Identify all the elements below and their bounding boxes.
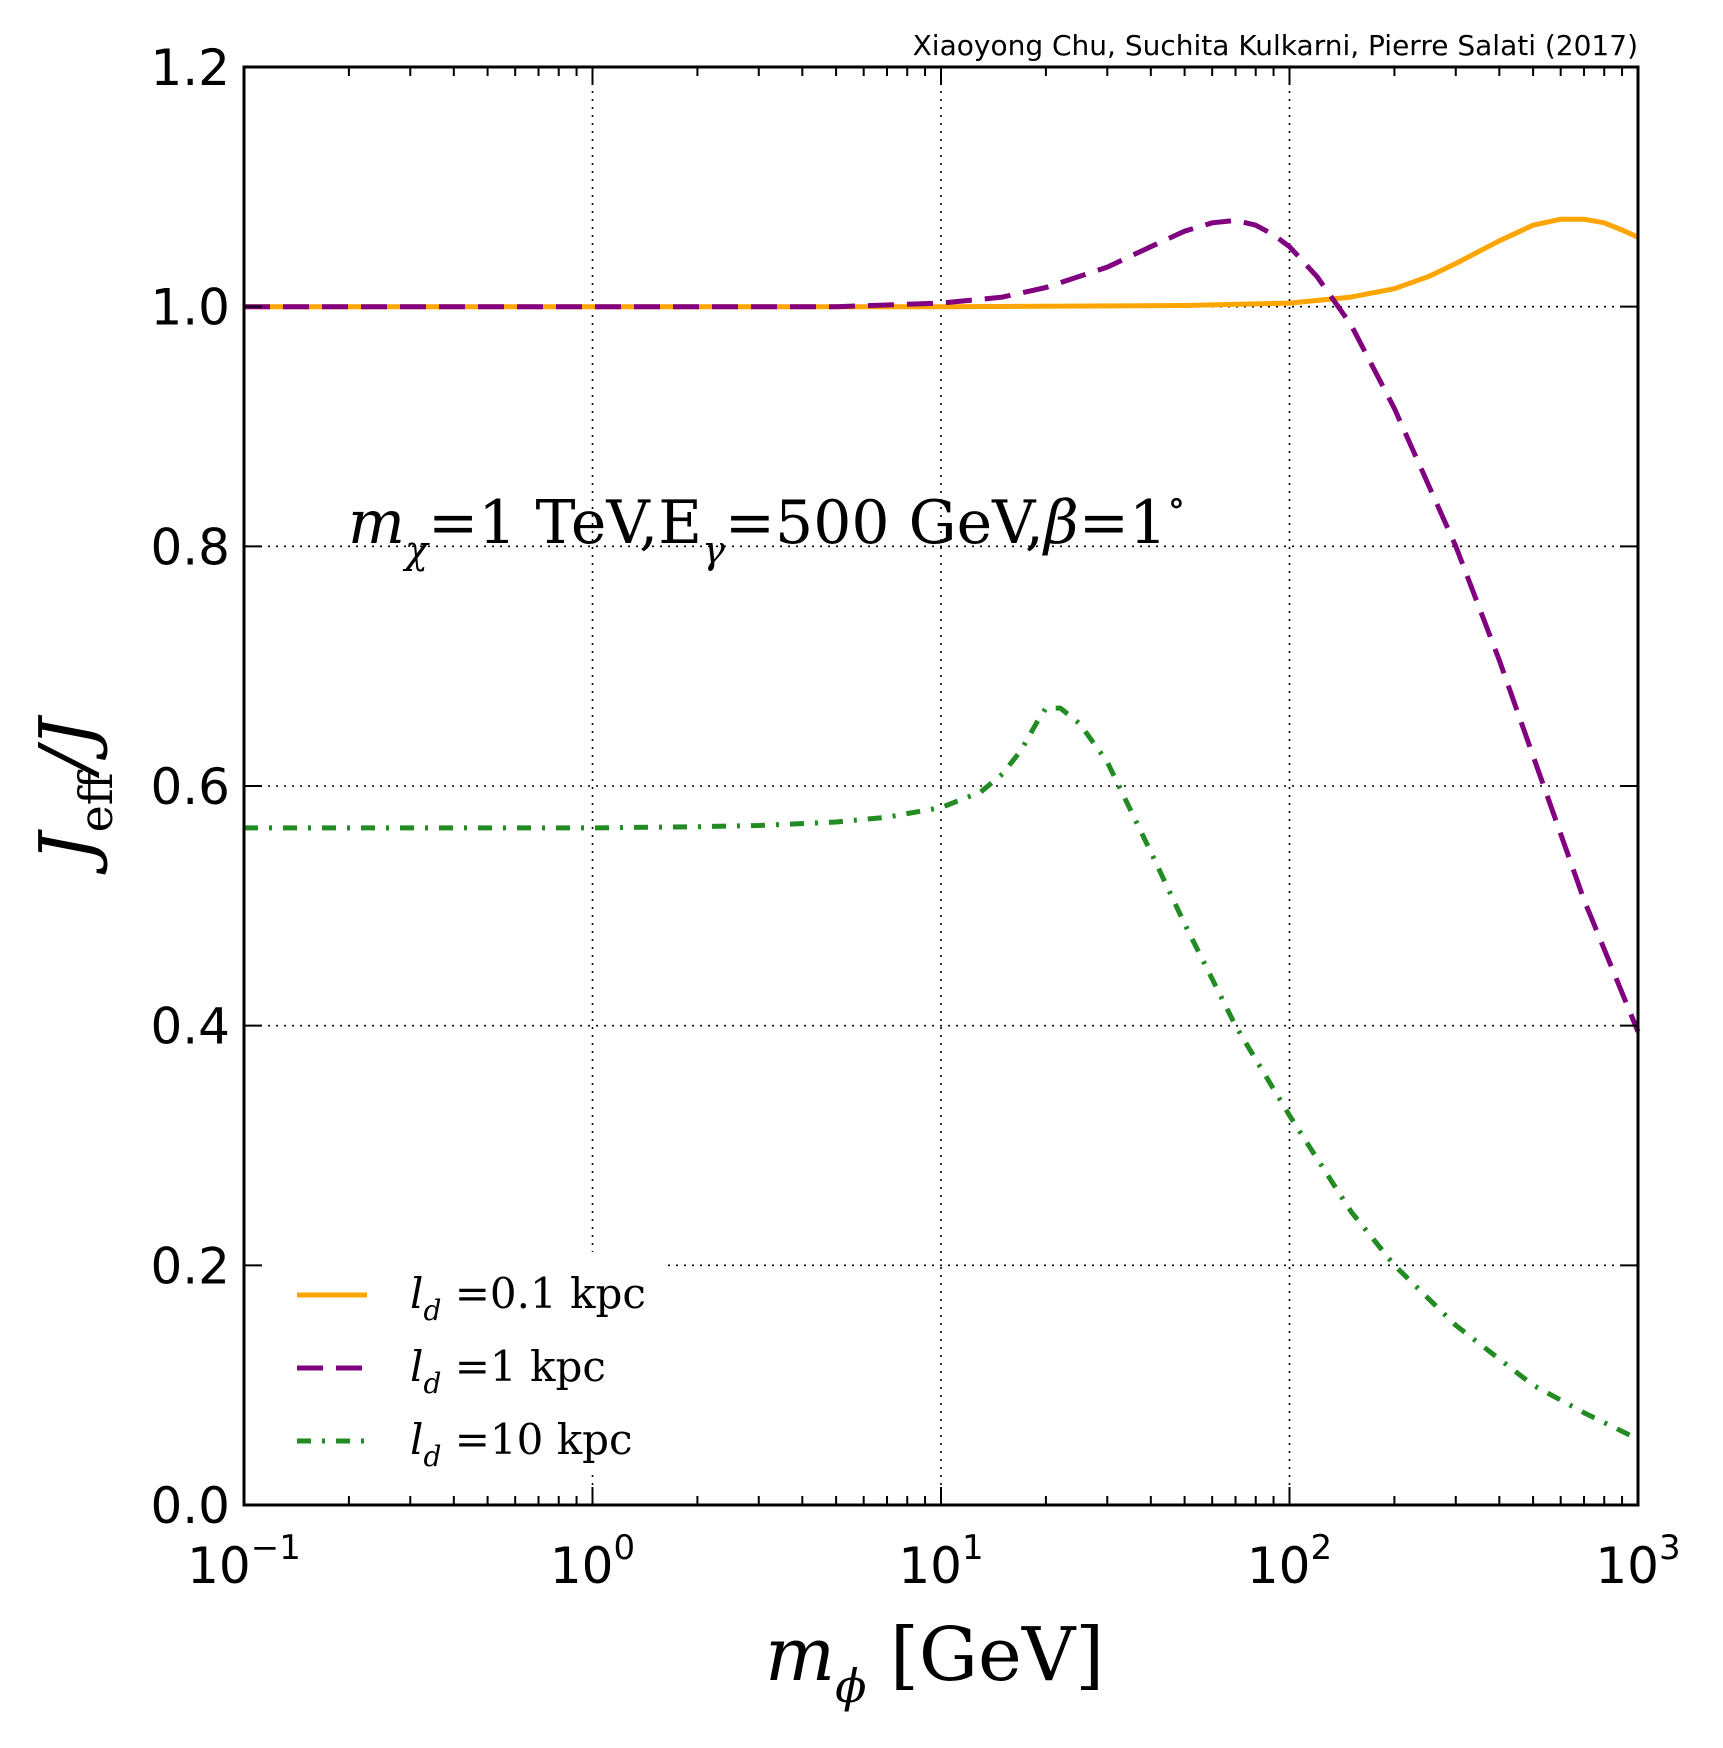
y-tick-label: 0.2 [150,1237,230,1295]
legend-label-1: ld =0.1 kpc [410,1269,646,1327]
tick-labels: 10−1 100 101 102 103 0.0 0.2 0.4 0.6 0.8 1.0 1.2 [150,39,1680,1595]
series-line-3 [244,705,1640,1442]
legend: ld =0.1 kpc ld =1 kpc ld =10 kpc [262,1252,666,1474]
x-tick-label: 102 [1247,1528,1332,1595]
legend-box [262,1252,666,1474]
legend-label-3: ld =10 kpc [410,1415,633,1473]
ticks [243,66,1639,1506]
y-axis-label: Jeff/J [24,714,123,876]
series-layer [244,216,1641,1442]
x-axis-label: mϕ [GeV] [765,1612,1104,1713]
x-tick-label: 10−1 [187,1528,301,1595]
y-tick-label: 0.6 [150,758,230,816]
series-line-2 [244,217,1641,1033]
y-tick-label: 1.0 [150,279,230,337]
y-tick-label: 0.0 [150,1477,230,1535]
x-tick-label: 103 [1595,1528,1680,1595]
series-line-1 [244,216,1640,310]
y-tick-label: 1.2 [150,39,230,97]
credit-text: Xiaoyong Chu, Suchita Kulkarni, Pierre S… [913,29,1638,62]
x-tick-label: 101 [898,1528,983,1595]
y-tick-label: 0.4 [150,998,230,1056]
x-tick-label: 100 [550,1528,635,1595]
y-tick-label: 0.8 [150,518,230,576]
legend-label-2: ld =1 kpc [410,1342,606,1400]
annotation-text: mχ=1 TeV,Eγ=500 GeV,β=1∘ [348,480,1186,572]
